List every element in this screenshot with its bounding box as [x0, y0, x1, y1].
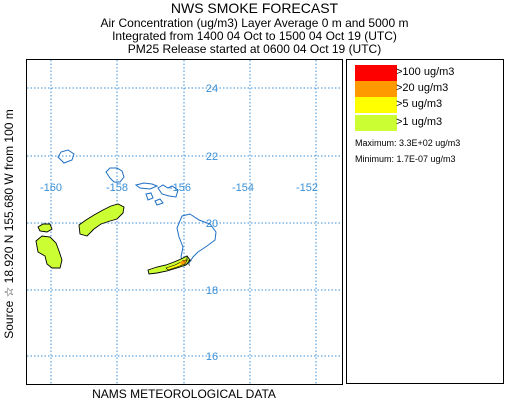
time-range-subtitle: Integrated from 1400 04 Oct to 1500 04 O… — [112, 29, 397, 43]
map-frame — [26, 59, 343, 385]
lon-label-160: -160 — [40, 182, 62, 194]
legend-item-20: >20 ug/m3 — [355, 81, 501, 97]
legend-label: >5 ug/m3 — [396, 98, 443, 110]
concentration-subtitle: Air Concentration (ug/m3) Layer Average … — [100, 16, 409, 30]
legend-item-100: >100 ug/m3 — [355, 65, 501, 81]
lat-label-20: 20 — [206, 218, 218, 230]
lanai-coastline — [145, 192, 154, 201]
lat-label-22: 22 — [206, 151, 218, 163]
legend-swatch-lime — [355, 115, 397, 131]
meteorological-data-label: NAMS METEOROLOGICAL DATA — [92, 387, 276, 401]
minimum-value: Minimum: 1.7E-07 ug/m3 — [355, 154, 456, 164]
lat-label-24: 24 — [206, 83, 218, 95]
oahu-coastline — [105, 167, 125, 183]
legend-label: >1 ug/m3 — [396, 116, 443, 128]
source-star-icon: ☆ — [181, 255, 193, 270]
lat-label-16: 16 — [206, 351, 218, 363]
legend-panel: >100 ug/m3 >20 ug/m3 >5 ug/m3 >1 ug/m3 M… — [346, 59, 504, 384]
lon-label-154: -154 — [232, 182, 254, 194]
kahoolawe-coastline — [154, 198, 164, 206]
hawaii-island-coastline — [176, 213, 217, 266]
molokai-coastline — [134, 182, 159, 190]
legend-swatch-orange — [355, 81, 397, 97]
lon-label-158: -158 — [106, 182, 128, 194]
lon-label-156: -156 — [169, 182, 191, 194]
plume-region-oahu — [78, 203, 125, 237]
lon-label-152: -152 — [296, 182, 318, 194]
legend-item-1: >1 ug/m3 — [355, 115, 501, 131]
legend-label: >20 ug/m3 — [396, 82, 449, 94]
legend-swatch-yellow — [355, 97, 397, 113]
plume-region-source — [147, 255, 191, 275]
plume-region-west-small — [37, 223, 53, 233]
lat-label-18: 18 — [206, 285, 218, 297]
release-subtitle: PM25 Release started at 0600 04 Oct 19 (… — [127, 42, 382, 56]
legend-label: >100 ug/m3 — [396, 66, 455, 78]
plume-region-west-large — [35, 235, 63, 269]
kauai-coastline — [57, 149, 75, 164]
maui-coastline — [157, 184, 179, 198]
legend-item-5: >5 ug/m3 — [355, 97, 501, 113]
legend-swatch-red — [355, 65, 397, 81]
plume-core-20ug — [180, 259, 186, 265]
source-location-label: Source ☆ 18.920 N 155.680 W from 100 m — [2, 109, 16, 339]
maximum-value: Maximum: 3.3E+02 ug/m3 — [355, 138, 461, 148]
map-title: NWS SMOKE FORECAST — [170, 0, 339, 16]
